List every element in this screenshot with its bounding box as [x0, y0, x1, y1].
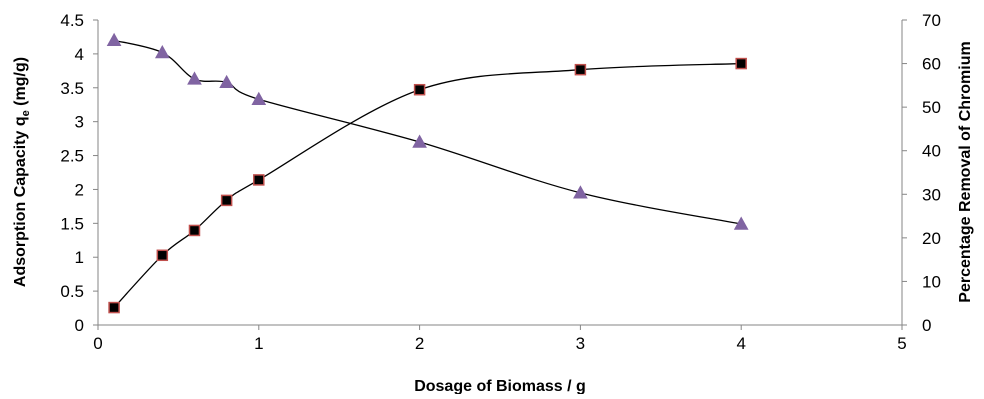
y-tick-label: 4 [75, 45, 84, 64]
x-tick-label: 3 [576, 334, 585, 353]
y2-axis-title: Percentage Removal of Chromium [957, 41, 974, 302]
series-1-point [106, 32, 122, 47]
series-1-point [187, 71, 202, 85]
series-1-point [733, 216, 749, 230]
y-tick-label: 1 [75, 248, 84, 267]
y-tick-label: 2 [75, 180, 84, 199]
series-2-point [253, 174, 265, 186]
series-1-point [412, 134, 427, 148]
y-tick-label: 0 [75, 316, 84, 335]
y-tick-label: 1.5 [60, 214, 84, 233]
y-tick-label: 4.5 [60, 11, 84, 30]
x-tick-label: 1 [254, 334, 263, 353]
x-tick-label: 0 [93, 334, 102, 353]
series-1-point [219, 74, 234, 89]
y2-tick-label: 60 [922, 55, 941, 74]
axes [93, 19, 907, 330]
y2-tick-label: 30 [922, 185, 941, 204]
series-2-line [113, 62, 742, 309]
y-tick-label: 2.5 [60, 147, 84, 166]
y2-tick-label: 50 [922, 98, 941, 117]
y-tick-label: 0.5 [60, 282, 84, 301]
y-axis-title-unit: (mg/g) [12, 57, 29, 110]
series-2-point [735, 57, 747, 70]
series-2-point [220, 194, 233, 207]
series-1-line [113, 39, 742, 225]
x-tick-label: 5 [897, 334, 906, 353]
y-tick-label: 3 [75, 113, 84, 132]
y2-tick-label: 0 [922, 316, 931, 335]
y2-tick-label: 70 [922, 11, 941, 30]
y-axis-title-main: Adsorption Capacity q [12, 116, 29, 287]
y2-tick-label: 10 [922, 272, 941, 291]
data-points [106, 32, 749, 314]
x-tick-label: 4 [736, 334, 745, 353]
tick-labels: 0 1 2 3 4 500.511.522.533.544.501020304050607… [60, 11, 941, 353]
y-axis-title-subscript: e [20, 110, 32, 116]
series-2-point [156, 249, 169, 262]
series-2-point [413, 83, 426, 96]
series-1-point [573, 185, 588, 199]
series-2-point [574, 63, 587, 76]
y2-tick-label: 20 [922, 229, 941, 248]
series-2-point [108, 301, 120, 314]
y2-tick-label: 40 [922, 142, 941, 161]
series-lines [113, 39, 742, 309]
y-axis-title: Adsorption Capacity qe (mg/g) [12, 57, 32, 287]
series-1-point [154, 45, 170, 59]
x-tick-label: 2 [415, 334, 424, 353]
series-1-point [251, 91, 267, 105]
y-tick-label: 3.5 [60, 79, 84, 98]
x-axis-title: Dosage of Biomass / g [414, 378, 586, 394]
series-2-point [188, 224, 201, 237]
